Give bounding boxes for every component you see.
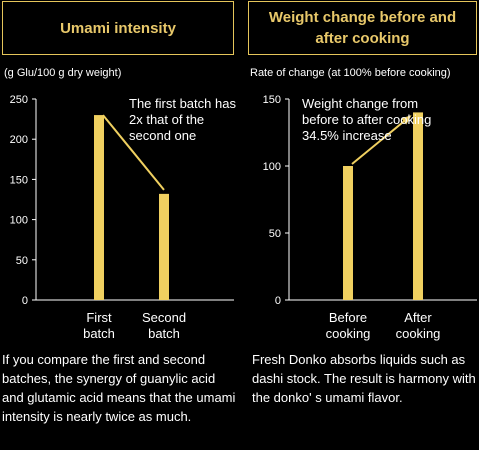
umami-category-label: batch	[83, 326, 115, 341]
umami-y-tick-label: 150	[10, 174, 28, 186]
weight-unit-label: Rate of change (at 100% before cooking)	[250, 67, 451, 79]
weight-compare-arrow-head	[401, 115, 412, 125]
weight-y-tick-label: 50	[269, 228, 281, 240]
weight-y-tick-label: 150	[263, 94, 281, 106]
weight-category-label: After	[404, 310, 432, 325]
umami-category-label: Second	[142, 310, 186, 325]
umami-compare-line	[102, 114, 165, 191]
umami-category-label: First	[86, 310, 112, 325]
weight-category-label: cooking	[396, 326, 441, 341]
weight-category-label: cooking	[326, 326, 371, 341]
umami-y-tick-label: 250	[10, 94, 28, 106]
umami-bar-1	[94, 115, 104, 300]
umami-caption: If you compare the first and second batc…	[2, 352, 236, 424]
umami-bar-2	[159, 193, 169, 300]
umami-y-tick-label: 200	[10, 134, 28, 146]
umami-chart-panel: Umami intensity (g Glu/100 g dry weight)	[0, 0, 236, 450]
umami-annotation: The first batch has 2x that of the secon…	[129, 96, 236, 143]
weight-category-label: Before	[329, 310, 367, 325]
umami-y-tick-label: 50	[16, 255, 28, 267]
weight-y-tick-label: 0	[275, 295, 281, 307]
weight-y-tick-label: 100	[263, 161, 281, 173]
umami-unit-label: (g Glu/100 g dry weight)	[4, 67, 122, 79]
weight-compare-arrow-line	[351, 115, 411, 165]
umami-chart-title: Umami intensity	[2, 1, 234, 55]
weight-chart-title: Weight change before and after cooking	[248, 1, 477, 55]
weight-chart-panel: Weight change before and after cooking R…	[246, 0, 479, 450]
weight-bar-2	[413, 112, 423, 301]
umami-y-tick-label: 100	[10, 215, 28, 227]
weight-annotation: Weight change from before to after cooki…	[302, 96, 432, 143]
weight-caption: Fresh Donko absorbs liquids such as dash…	[252, 352, 476, 405]
umami-category-label: batch	[148, 326, 180, 341]
weight-bar-1	[343, 166, 353, 300]
umami-y-tick-label: 0	[22, 295, 28, 307]
